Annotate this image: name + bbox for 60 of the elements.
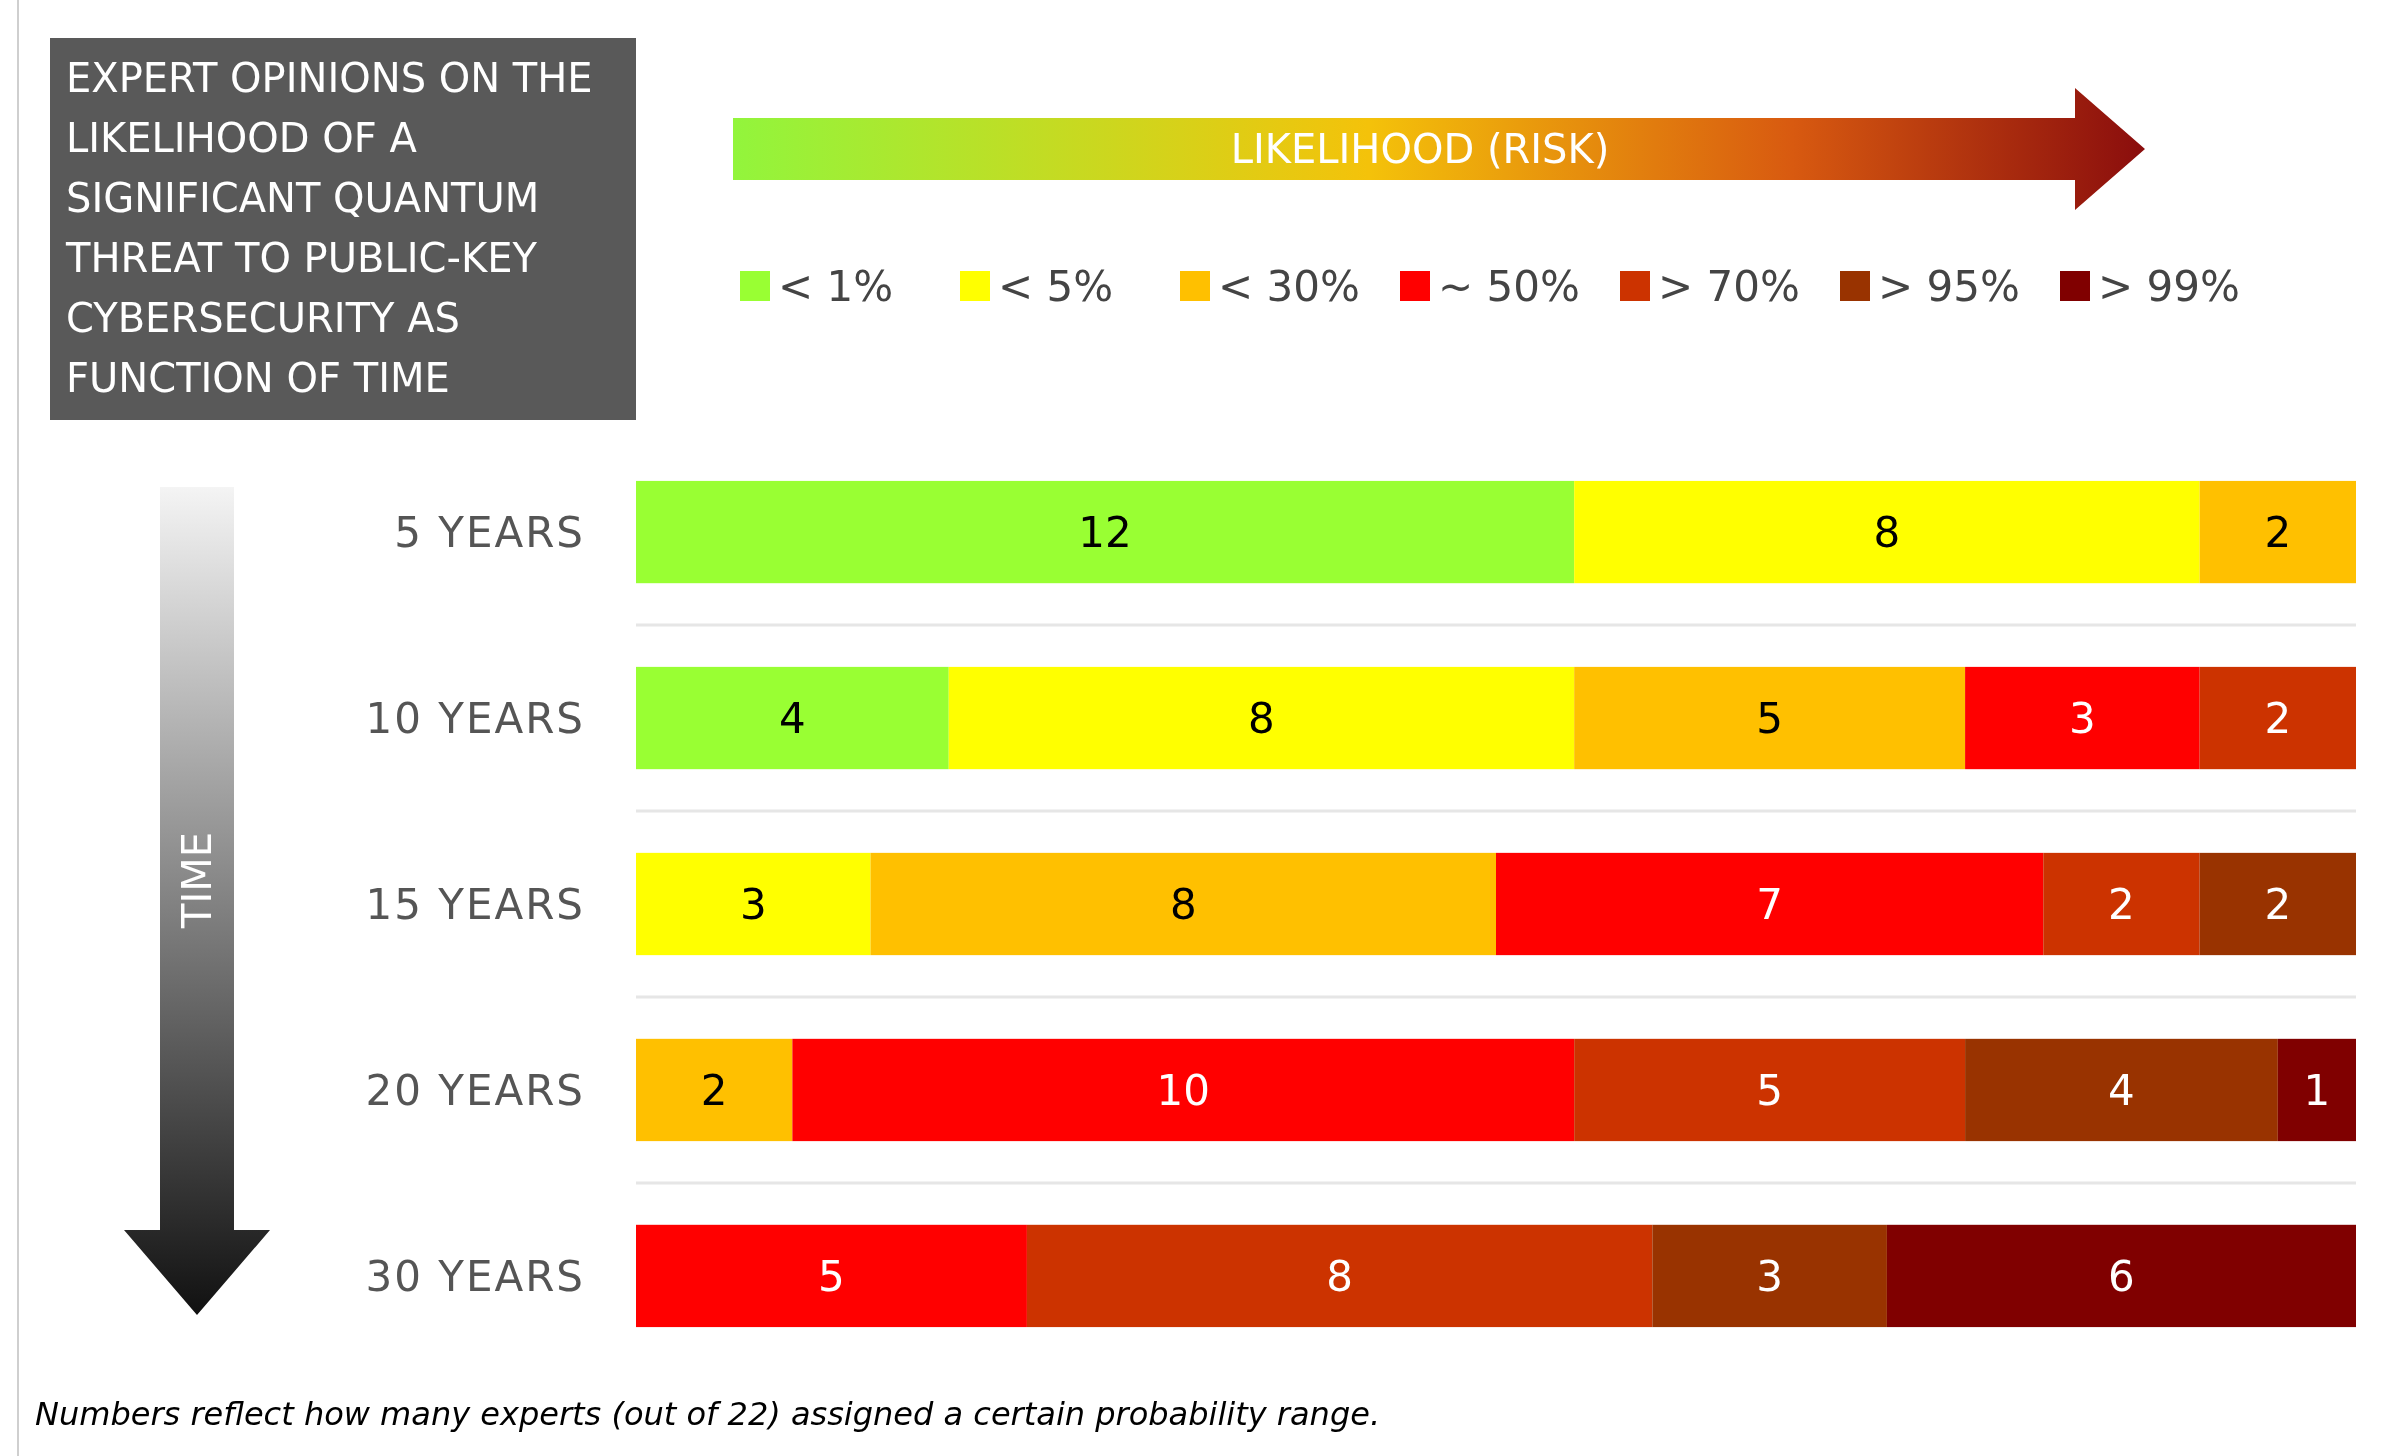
bar xyxy=(1652,1224,1887,1328)
bar xyxy=(1496,852,2044,956)
bar xyxy=(1965,1038,2278,1142)
data-label: 6 xyxy=(2108,1252,2135,1302)
bar xyxy=(636,1224,1027,1328)
bar xyxy=(948,666,1575,770)
bar xyxy=(1886,1224,2356,1328)
data-label: 1 xyxy=(2303,1066,2331,1116)
bar xyxy=(1574,1038,1966,1142)
y-tick-label: 10 YEARS xyxy=(365,694,585,744)
bar xyxy=(1965,666,2200,770)
bar xyxy=(2199,852,2356,956)
text: LIKELIHOOD (RISK) xyxy=(1230,126,1610,173)
y-tick-label: 30 YEARS xyxy=(365,1252,585,1302)
legend-label: > 99% xyxy=(2098,262,2240,312)
bar xyxy=(2043,852,2200,956)
data-label: 3 xyxy=(739,880,767,930)
data-label: 5 xyxy=(818,1252,845,1302)
data-label: 5 xyxy=(1756,1066,1783,1116)
legend-label: < 30% xyxy=(1218,262,1360,312)
y-tick-label: 20 YEARS xyxy=(365,1066,585,1116)
legend-label: > 95% xyxy=(1878,262,2020,312)
y-tick-label: 5 YEARS xyxy=(394,508,585,558)
bar xyxy=(1574,480,2200,584)
legend-label: ~ 50% xyxy=(1438,262,1580,312)
bar xyxy=(636,1038,793,1142)
bar xyxy=(2199,480,2356,584)
bar xyxy=(792,1038,1575,1142)
legend-label: > 70% xyxy=(1658,262,1800,312)
data-label: 3 xyxy=(2069,694,2096,744)
y-tick-label: 15 YEARS xyxy=(365,880,585,930)
data-label: 2 xyxy=(2108,880,2135,930)
bar xyxy=(1026,1224,1653,1328)
data-label: 2 xyxy=(2264,694,2292,744)
data-label: 8 xyxy=(1326,1252,1353,1302)
data-label: 3 xyxy=(1756,1252,1783,1302)
chart-title: EXPERT OPINIONS ON THE LIKELIHOOD OF A SIGNIFICANT QUANTUM THREAT TO PUBLIC-KEY CYBERSECURITY AS FUNCTION OF TIME xyxy=(65,55,593,401)
data-label: 4 xyxy=(2108,1066,2135,1116)
data-label: 5 xyxy=(1756,694,1783,744)
data-label: 10 xyxy=(1156,1066,1210,1116)
data-label: 8 xyxy=(1873,508,1901,558)
bar xyxy=(636,480,1575,584)
data-label: 8 xyxy=(1248,694,1275,744)
bar xyxy=(870,852,1496,956)
legend-label: < 1% xyxy=(778,262,894,312)
bar xyxy=(2199,666,2356,770)
data-label: 2 xyxy=(2264,508,2292,558)
text: Numbers reflect how many experts (out of 22) assigned a certain probability range. xyxy=(35,1395,1381,1433)
bar xyxy=(636,852,871,956)
data-label: 2 xyxy=(2264,880,2292,930)
bar xyxy=(636,666,949,770)
data-label: 12 xyxy=(1078,508,1132,558)
data-label: 2 xyxy=(700,1066,728,1116)
data-label: 8 xyxy=(1169,880,1197,930)
text: TIME xyxy=(174,831,221,930)
bar xyxy=(1574,666,1966,770)
legend-label: < 5% xyxy=(998,262,1114,312)
data-label: 4 xyxy=(779,694,806,744)
bar xyxy=(2277,1038,2356,1142)
data-label: 7 xyxy=(1756,880,1783,930)
